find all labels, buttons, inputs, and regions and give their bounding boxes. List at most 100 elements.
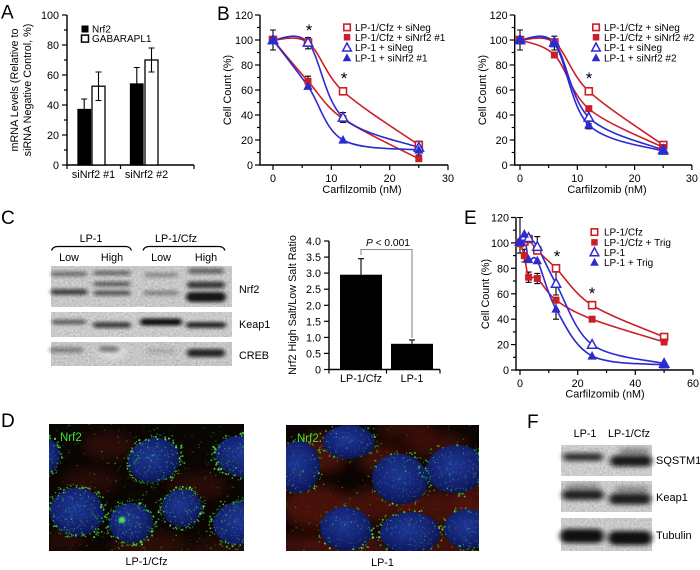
- svg-text:*: *: [341, 69, 348, 88]
- svg-text:Carfilzomib (nM): Carfilzomib (nM): [565, 389, 644, 401]
- svg-text:0.5: 0.5: [306, 348, 321, 360]
- svg-text:High: High: [101, 252, 123, 264]
- svg-text:LP-1: LP-1: [574, 428, 597, 440]
- svg-text:LP-1/Cfz: LP-1/Cfz: [125, 556, 167, 568]
- svg-text:B: B: [217, 4, 230, 25]
- svg-text:40: 40: [47, 100, 59, 112]
- svg-text:LP-1: LP-1: [371, 557, 394, 569]
- svg-text:40: 40: [496, 110, 508, 122]
- svg-text:Cell Count (%): Cell Count (%): [480, 259, 492, 329]
- svg-text:E: E: [464, 208, 477, 229]
- svg-text:20: 20: [572, 378, 584, 390]
- svg-text:0: 0: [270, 173, 276, 185]
- svg-text:40: 40: [497, 314, 509, 326]
- svg-text:A: A: [1, 3, 14, 24]
- svg-text:100: 100: [491, 238, 509, 250]
- svg-text:LP-1: LP-1: [401, 373, 424, 385]
- svg-text:LP-1 + siNrf2 #2: LP-1 + siNrf2 #2: [604, 54, 677, 65]
- svg-text:LP-1 + Trig: LP-1 + Trig: [604, 258, 653, 269]
- svg-text:0: 0: [247, 160, 253, 172]
- svg-text:0: 0: [517, 173, 523, 185]
- svg-text:LP-1/Cfz: LP-1/Cfz: [155, 233, 197, 245]
- svg-text:Low: Low: [151, 252, 171, 264]
- svg-text:80: 80: [47, 40, 59, 52]
- svg-text:LP-1 + siNrf2 #1: LP-1 + siNrf2 #1: [355, 54, 428, 65]
- svg-text:80: 80: [496, 60, 508, 72]
- svg-text:0: 0: [503, 365, 509, 377]
- svg-text:LP-1/Cfz + Trig: LP-1/Cfz + Trig: [604, 238, 671, 249]
- svg-text:20: 20: [497, 340, 509, 352]
- svg-text:Nrf2: Nrf2: [297, 433, 319, 445]
- svg-text:LP-1/Cfz + siNrf2 #2: LP-1/Cfz + siNrf2 #2: [604, 33, 695, 44]
- svg-text:Cell Count (%): Cell Count (%): [222, 55, 234, 125]
- svg-text:80: 80: [497, 263, 509, 275]
- svg-text:siNrf2 #2: siNrf2 #2: [125, 169, 168, 181]
- svg-text:*: *: [586, 69, 593, 88]
- svg-text:2.5: 2.5: [306, 284, 321, 296]
- svg-text:60: 60: [497, 289, 509, 301]
- svg-text:1.5: 1.5: [306, 316, 321, 328]
- svg-text:D: D: [1, 411, 15, 432]
- svg-text:LP-1: LP-1: [80, 233, 103, 245]
- svg-text:*: *: [554, 247, 561, 266]
- svg-text:F: F: [527, 412, 539, 433]
- svg-text:Carfilzomib (nM): Carfilzomib (nM): [567, 184, 646, 196]
- svg-text:High: High: [195, 252, 217, 264]
- svg-text:100: 100: [235, 35, 253, 47]
- svg-text:20: 20: [629, 173, 641, 185]
- svg-text:LP-1/Cfz + siNeg: LP-1/Cfz + siNeg: [355, 23, 431, 34]
- svg-text:0: 0: [315, 365, 321, 377]
- svg-text:100: 100: [490, 35, 508, 47]
- svg-text:3.0: 3.0: [306, 268, 321, 280]
- svg-text:30: 30: [686, 173, 698, 185]
- svg-text:mRNA Levels (Relative to: mRNA Levels (Relative to: [9, 28, 21, 151]
- svg-text:*: *: [306, 21, 313, 40]
- svg-text:LP-1/Cfz + siNeg: LP-1/Cfz + siNeg: [604, 23, 680, 34]
- svg-text:LP-1/Cfz: LP-1/Cfz: [604, 228, 643, 239]
- svg-text:2.0: 2.0: [306, 300, 321, 312]
- svg-text:LP-1 + siNeg: LP-1 + siNeg: [604, 43, 662, 54]
- svg-text:Keap1: Keap1: [239, 319, 270, 331]
- svg-text:80: 80: [241, 60, 253, 72]
- svg-text:P < 0.001: P < 0.001: [366, 238, 410, 249]
- svg-text:CREB: CREB: [239, 350, 269, 362]
- svg-text:LP-1/Cfz: LP-1/Cfz: [340, 373, 382, 385]
- svg-text:60: 60: [241, 85, 253, 97]
- svg-text:3.5: 3.5: [306, 252, 321, 264]
- svg-text:LP-1 + siNeg: LP-1 + siNeg: [355, 43, 413, 54]
- svg-text:0: 0: [53, 160, 59, 172]
- svg-text:Nrf2: Nrf2: [239, 284, 259, 296]
- svg-text:40: 40: [629, 378, 641, 390]
- svg-text:Cell Count (%): Cell Count (%): [477, 55, 489, 125]
- svg-text:20: 20: [47, 130, 59, 142]
- svg-text:C: C: [1, 208, 15, 229]
- svg-text:1.0: 1.0: [306, 332, 321, 344]
- svg-text:0: 0: [517, 378, 523, 390]
- svg-text:SQSTM1: SQSTM1: [656, 455, 700, 467]
- svg-text:20: 20: [384, 173, 396, 185]
- svg-text:LP-1/Cfz + siNrf2 #1: LP-1/Cfz + siNrf2 #1: [355, 33, 446, 44]
- svg-text:40: 40: [241, 110, 253, 122]
- svg-text:Keap1: Keap1: [656, 492, 688, 504]
- svg-text:120: 120: [235, 10, 253, 22]
- svg-text:120: 120: [490, 10, 508, 22]
- svg-text:30: 30: [442, 173, 454, 185]
- svg-text:0: 0: [502, 160, 508, 172]
- svg-text:siNrf2 #1: siNrf2 #1: [72, 169, 115, 181]
- svg-text:*: *: [589, 284, 596, 303]
- svg-text:120: 120: [491, 213, 509, 225]
- svg-text:60: 60: [47, 70, 59, 82]
- svg-text:Nrf2: Nrf2: [92, 24, 111, 35]
- svg-text:Nrf2: Nrf2: [60, 432, 82, 444]
- svg-text:Carfilzomib (nM): Carfilzomib (nM): [322, 184, 401, 196]
- svg-text:LP-1: LP-1: [604, 248, 626, 259]
- svg-text:100: 100: [41, 10, 59, 22]
- svg-text:GABARAPL1: GABARAPL1: [92, 34, 152, 45]
- svg-text:Tubulin: Tubulin: [656, 530, 692, 542]
- svg-text:Low: Low: [59, 252, 79, 264]
- svg-text:20: 20: [241, 135, 253, 147]
- svg-text:60: 60: [496, 85, 508, 97]
- svg-text:4.0: 4.0: [306, 236, 321, 248]
- svg-text:20: 20: [496, 135, 508, 147]
- svg-text:10: 10: [571, 173, 583, 185]
